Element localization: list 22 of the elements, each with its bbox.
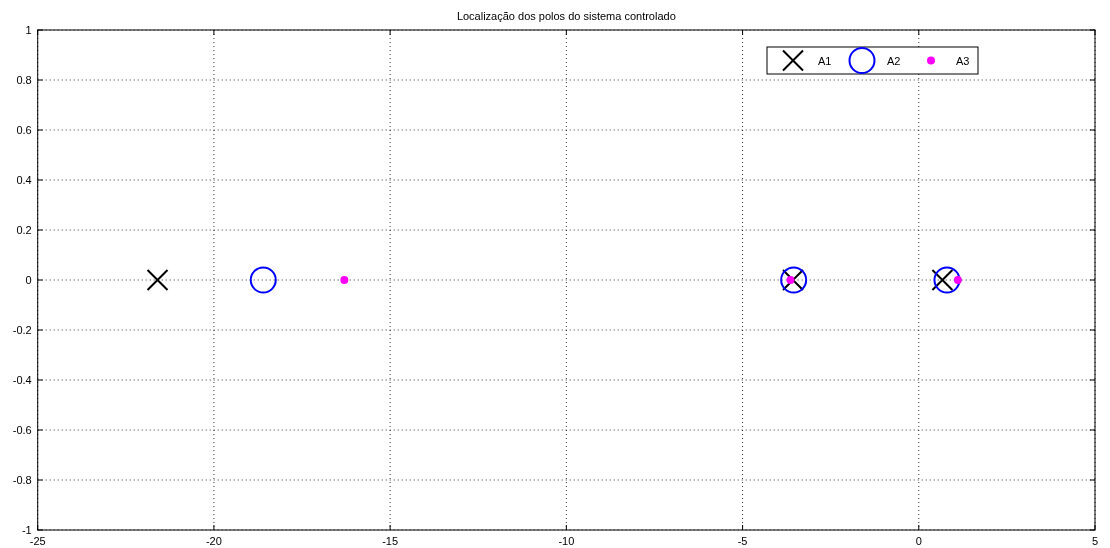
y-tick-label: -0.4 — [12, 374, 32, 386]
x-tick-label: -10 — [558, 535, 575, 547]
y-tick-label: 0.2 — [16, 224, 32, 236]
legend-label: A3 — [956, 54, 970, 67]
y-tick-label: -0.2 — [12, 324, 32, 336]
x-tick-label: -20 — [205, 535, 222, 547]
y-tick-label: 0.8 — [16, 74, 32, 86]
x-tick-label: 5 — [1091, 535, 1099, 547]
legend-label: A1 — [818, 54, 832, 67]
y-tick-label: 0.6 — [16, 124, 32, 136]
x-tick-label: -5 — [737, 535, 748, 547]
y-tick-label: 0.4 — [16, 174, 32, 186]
y-tick-label: 0 — [25, 274, 32, 286]
x-tick-label: 0 — [915, 535, 922, 547]
y-tick-label: 1 — [25, 24, 32, 36]
x-tick-label: -15 — [382, 535, 399, 547]
y-tick-label: -1 — [21, 524, 32, 536]
legend-label: A2 — [887, 54, 901, 67]
y-tick-label: -0.6 — [12, 424, 32, 436]
chart-title: Localização dos polos do sistema controlado — [456, 10, 676, 22]
x-tick-label: -25 — [29, 535, 46, 547]
y-tick-label: -0.8 — [12, 474, 32, 486]
